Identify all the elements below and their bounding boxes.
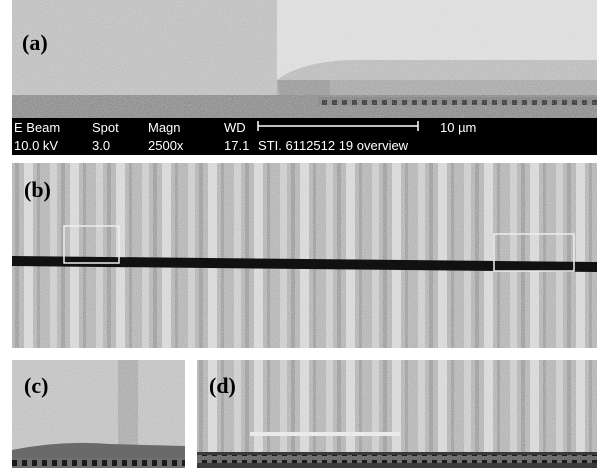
panel-b: (b) <box>12 163 597 348</box>
texture <box>197 360 597 468</box>
databar-value: STI. 6112512 19 overview <box>258 138 409 153</box>
databar-value: 10.0 kV <box>14 138 58 153</box>
databar-header: Spot <box>92 120 119 135</box>
highlight-box <box>63 225 120 264</box>
panel-label: (b) <box>24 177 51 202</box>
scale-label: 10 µm <box>440 120 476 135</box>
texture <box>12 0 597 118</box>
databar-header: E Beam <box>14 120 60 135</box>
trench-teeth <box>197 455 597 463</box>
databar-value: 17.1 <box>224 138 249 153</box>
panel-c: (c) <box>12 360 185 468</box>
trench-teeth <box>12 458 185 468</box>
trench-line <box>12 256 597 272</box>
highlight-box <box>493 233 575 272</box>
panel-label: (d) <box>209 373 236 398</box>
databar-header: WD <box>224 120 246 135</box>
databar-value: 3.0 <box>92 138 110 153</box>
databar <box>12 118 597 155</box>
panel-label: (c) <box>24 373 48 398</box>
texture <box>12 163 597 348</box>
panel-label: (a) <box>22 30 48 55</box>
databar-header: Magn <box>148 120 181 135</box>
panel-d: (d) <box>197 360 597 468</box>
edge-highlight <box>250 432 400 436</box>
panel-a: E Beam Spot Magn WD 10 µm 10.0 kV 3.0 25… <box>12 0 597 155</box>
databar-value: 2500x <box>148 138 184 153</box>
